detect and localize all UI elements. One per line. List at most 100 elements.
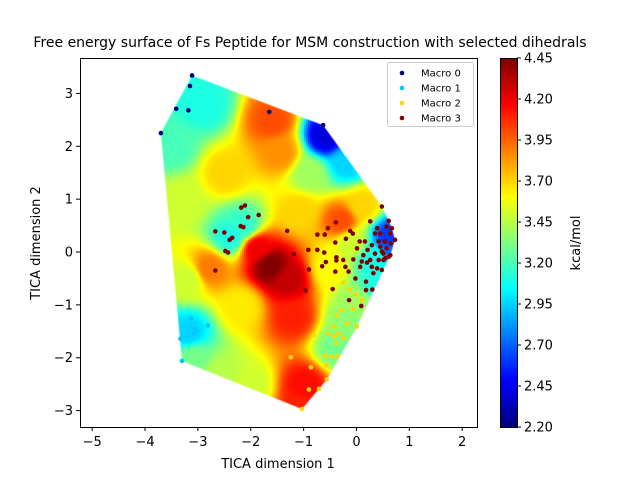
point-macro-3	[213, 268, 218, 273]
colorbar-tick-label: 2.20	[524, 421, 553, 436]
point-macro-3	[362, 239, 368, 244]
point-macro-2	[354, 324, 360, 329]
x-tick-label: −3	[188, 435, 207, 450]
point-macro-3	[370, 287, 375, 292]
point-macro-2	[340, 335, 346, 341]
point-macro-1	[205, 323, 211, 328]
point-macro-3	[334, 258, 339, 263]
legend: Macro 0 Macro 1 Macro 2 Macro 3	[387, 62, 474, 127]
point-macro-3	[388, 231, 393, 236]
x-tick-label: 2	[458, 435, 466, 450]
colorbar-tick-label: 3.95	[524, 134, 553, 149]
colorbar-ticks: 2.20 2.45 2.70 2.95 3.20 3.45 3.70 3.95 4.20 4.45	[517, 52, 553, 436]
point-macro-2	[308, 364, 314, 370]
point-macro-3	[354, 246, 360, 251]
point-macro-3	[377, 244, 383, 250]
colorbar-tick-label: 3.70	[524, 175, 553, 190]
point-macro-2	[322, 353, 328, 358]
point-macro-3	[374, 266, 380, 271]
point-macro-3	[333, 269, 338, 274]
point-macro-3	[369, 264, 375, 270]
y-tick-label: 1	[65, 193, 73, 208]
point-macro-2	[359, 297, 365, 303]
point-macro-3	[315, 247, 320, 253]
y-tick-label: 2	[65, 140, 73, 155]
x-tick-label: −1	[294, 435, 313, 450]
point-macro-2	[340, 280, 346, 285]
colorbar-tick-label: 2.45	[524, 380, 553, 395]
point-macro-3	[379, 249, 385, 254]
point-macro-3	[306, 267, 312, 272]
x-tick-label: 0	[352, 435, 360, 450]
point-macro-3	[284, 228, 290, 234]
point-macro-3	[343, 236, 349, 242]
point-macro-2	[311, 332, 316, 338]
point-macro-2	[316, 386, 322, 392]
point-macro-3	[364, 260, 370, 265]
point-macro-3	[369, 242, 375, 248]
point-macro-3	[241, 224, 246, 230]
legend-marker	[399, 100, 405, 106]
point-macro-3	[372, 231, 378, 236]
colorbar-frame	[500, 58, 518, 428]
point-macro-3	[350, 231, 356, 236]
point-macro-3	[353, 276, 358, 281]
point-macro-3	[245, 214, 251, 220]
point-macro-3	[334, 255, 339, 260]
point-macro-3	[376, 257, 381, 263]
point-macro-3	[333, 240, 338, 245]
colorbar-tick-label: 4.20	[524, 93, 553, 108]
legend-label: Macro 1	[421, 84, 461, 95]
point-macro-1	[188, 315, 194, 321]
point-macro-2	[353, 292, 358, 298]
point-macro-3	[357, 239, 362, 244]
point-macro-3	[376, 239, 381, 244]
point-macro-2	[335, 353, 340, 359]
point-macro-0	[187, 83, 193, 89]
point-macro-3	[351, 257, 356, 262]
point-macro-1	[179, 358, 185, 364]
point-macro-3	[346, 297, 352, 303]
point-macro-3	[371, 270, 376, 276]
point-macro-0	[320, 122, 326, 128]
point-macro-3	[242, 203, 248, 208]
y-axis-ticks: −3 −2 −1 0 1 2 3	[54, 87, 80, 419]
point-macro-3	[291, 251, 297, 257]
point-macro-3	[319, 263, 325, 269]
point-macro-2	[324, 377, 330, 382]
point-macro-2	[334, 312, 340, 318]
legend-label: Macro 0	[421, 69, 461, 80]
point-macro-2	[331, 324, 337, 329]
point-macro-3	[325, 225, 331, 231]
point-macro-2	[347, 287, 352, 292]
point-macro-2	[336, 331, 341, 336]
point-macro-3	[365, 247, 370, 253]
x-tick-label: −2	[241, 435, 260, 450]
point-macro-3	[379, 204, 385, 209]
point-macro-3	[346, 269, 351, 274]
point-macro-1	[195, 329, 200, 334]
point-macro-3	[256, 212, 261, 218]
colorbar-tick-label: 3.45	[524, 216, 553, 231]
y-tick-label: −2	[54, 351, 73, 366]
point-macro-3	[358, 303, 364, 309]
plot-frame	[80, 58, 478, 428]
point-macro-3	[330, 286, 335, 292]
x-tick-label: 1	[405, 435, 413, 450]
point-macro-3	[392, 237, 398, 243]
y-tick-label: −1	[54, 298, 73, 313]
point-macro-3	[238, 205, 244, 210]
y-tick-label: −3	[54, 404, 73, 419]
point-macro-0	[266, 109, 272, 115]
point-macro-3	[225, 250, 231, 255]
point-macro-3	[323, 259, 329, 265]
point-macro-3	[359, 259, 365, 264]
colorbar-label: kcal/mol	[569, 216, 584, 271]
point-macro-3	[357, 264, 363, 270]
legend-label: Macro 2	[421, 99, 461, 110]
point-macro-3	[363, 279, 369, 284]
point-macro-3	[229, 235, 235, 241]
point-macro-2	[334, 340, 339, 346]
point-macro-2	[339, 307, 344, 313]
y-axis-label: TICA dimension 2	[29, 186, 44, 301]
